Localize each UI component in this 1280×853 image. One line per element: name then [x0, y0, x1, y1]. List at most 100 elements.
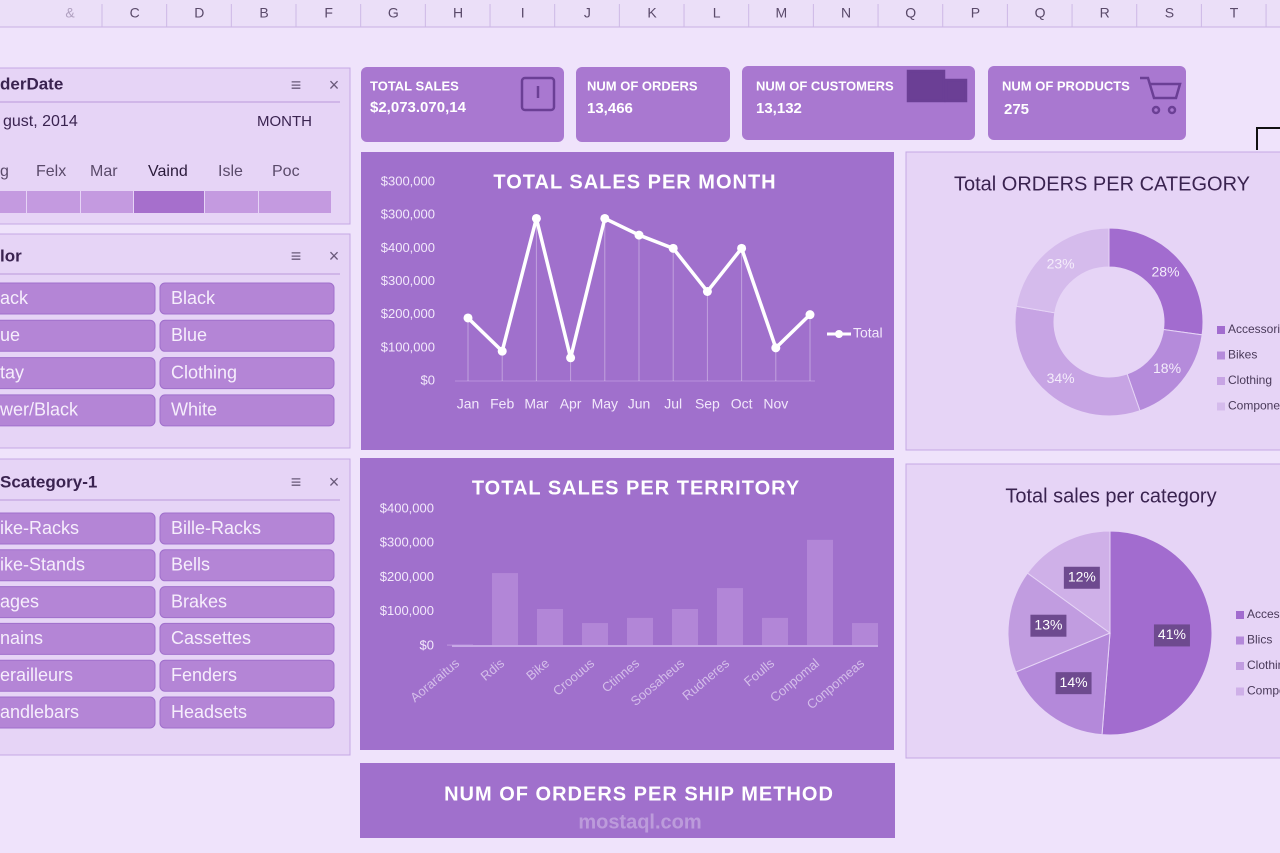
legend-swatch: [1236, 662, 1244, 670]
selection-corner: [1256, 127, 1280, 150]
slicer-button[interactable]: [159, 549, 335, 582]
value-label: 28%: [1152, 263, 1180, 279]
truck-icon: [944, 78, 968, 103]
slicer-icons: ≡ × ≡ × ≡ ×: [291, 75, 340, 492]
legend-label: Blics: [1247, 633, 1272, 647]
slicer-button[interactable]: [159, 394, 335, 427]
column-letter: T: [1230, 5, 1239, 21]
slicer-button[interactable]: [0, 512, 156, 545]
timeline-segment[interactable]: [81, 191, 133, 213]
slicer-button[interactable]: [0, 622, 156, 655]
y-tick-label: $300,000: [380, 535, 434, 550]
slicer-button[interactable]: [159, 512, 335, 545]
column-headers: & C D B F G H I J K L M N Q P Q R S T: [65, 4, 1267, 27]
slicer-item: Fenders: [171, 665, 237, 685]
x-tick-label: Feb: [490, 396, 514, 412]
slicer-button[interactable]: [0, 696, 156, 729]
point: [771, 343, 781, 353]
legend-swatch: [1236, 687, 1244, 696]
close-icon[interactable]: ×: [329, 75, 340, 95]
slicer-item: Black: [171, 288, 216, 308]
timeline-segment[interactable]: [0, 191, 26, 213]
timeline-segment[interactable]: [134, 191, 204, 213]
x-tick-label: Sep: [695, 396, 720, 412]
column-letter: D: [194, 5, 204, 21]
bar: [537, 609, 563, 646]
x-tick-label: Oct: [731, 396, 753, 412]
point: [668, 243, 678, 253]
legend-label: Clothing: [1228, 373, 1272, 387]
label-box: [1063, 566, 1100, 589]
cart-wheel: [1167, 105, 1177, 115]
y-tick-label: $300,000: [381, 273, 435, 288]
timeline-segment[interactable]: [205, 191, 258, 213]
chart-title: Total ORDERS PER CATEGORY: [954, 173, 1250, 195]
bar: [762, 617, 788, 646]
slicer-button[interactable]: [0, 659, 156, 692]
slicer-button[interactable]: [0, 357, 156, 390]
chart-title: Total sales per category: [1005, 485, 1216, 507]
slicer-button[interactable]: [0, 586, 156, 619]
slicer-item: Cassettes: [171, 628, 251, 648]
legend-swatch: [1217, 326, 1225, 334]
slicer-item: ike-Stands: [0, 555, 85, 575]
timeline-label: Poc: [272, 163, 300, 180]
slicer-period: gust, 2014: [3, 113, 78, 130]
timeline-label: Isle: [218, 163, 243, 180]
slicer-button[interactable]: [0, 319, 156, 352]
value-label: 13%: [1034, 616, 1062, 632]
slicer-button[interactable]: [159, 696, 335, 729]
slicer-item: White: [171, 400, 217, 420]
kpi-card: [361, 67, 564, 142]
timeline-label: Felx: [36, 163, 66, 180]
legend-swatch: [1236, 611, 1244, 619]
y-tick-label: $400,000: [381, 240, 435, 255]
y-tick-label: $200,000: [381, 306, 435, 321]
y-tick-label: $100,000: [380, 603, 434, 618]
x-tick-label: Jun: [628, 396, 651, 412]
legend-label: Compone: [1228, 399, 1280, 413]
value-label: 23%: [1047, 255, 1075, 271]
menu-icon[interactable]: ≡: [291, 75, 302, 95]
column-letter: &: [65, 5, 75, 21]
kpi-value: 275: [1004, 101, 1029, 118]
slicer-button[interactable]: [159, 622, 335, 655]
menu-icon[interactable]: ≡: [291, 472, 302, 492]
slicer-button[interactable]: [159, 659, 335, 692]
y-tick-label: $100,000: [381, 339, 435, 354]
slicer-button[interactable]: [0, 394, 156, 427]
slicer-button[interactable]: [159, 319, 335, 352]
slicer-item: Headsets: [171, 702, 247, 722]
kpi-icons: [520, 69, 1182, 115]
y-tick-label: $0: [420, 637, 434, 652]
slicer-button[interactable]: [159, 586, 335, 619]
cart-icon: [1140, 76, 1182, 100]
slicer-button[interactable]: [159, 282, 335, 315]
kpi-label: NUM OF PRODUCTS: [1002, 78, 1130, 93]
point: [805, 310, 815, 320]
timeline-segment[interactable]: [259, 191, 331, 213]
bar: [717, 588, 743, 646]
legend-label: Accessorie: [1228, 322, 1280, 336]
slicer-button[interactable]: [0, 549, 156, 582]
slicer-title: lor: [0, 246, 22, 265]
timeline-label: Mar: [90, 163, 118, 180]
point: [531, 213, 541, 223]
menu-icon[interactable]: ≡: [291, 246, 302, 266]
slicer-button[interactable]: [159, 357, 335, 390]
slicer-level[interactable]: MONTH: [257, 113, 312, 130]
close-icon[interactable]: ×: [329, 472, 340, 492]
bar: [492, 573, 518, 646]
kpi-label: NUM OF CUSTOMERS: [756, 78, 894, 93]
slicer-button[interactable]: [0, 282, 156, 315]
point: [497, 346, 507, 356]
legend-label: Clothin: [1247, 658, 1280, 672]
close-icon[interactable]: ×: [329, 246, 340, 266]
timeline-label: Vaind: [148, 163, 188, 180]
bar: [852, 623, 878, 646]
slice: [1014, 305, 1141, 417]
timeline-segment[interactable]: [27, 191, 80, 213]
slicer-item: tay: [0, 362, 24, 382]
point: [634, 230, 644, 240]
